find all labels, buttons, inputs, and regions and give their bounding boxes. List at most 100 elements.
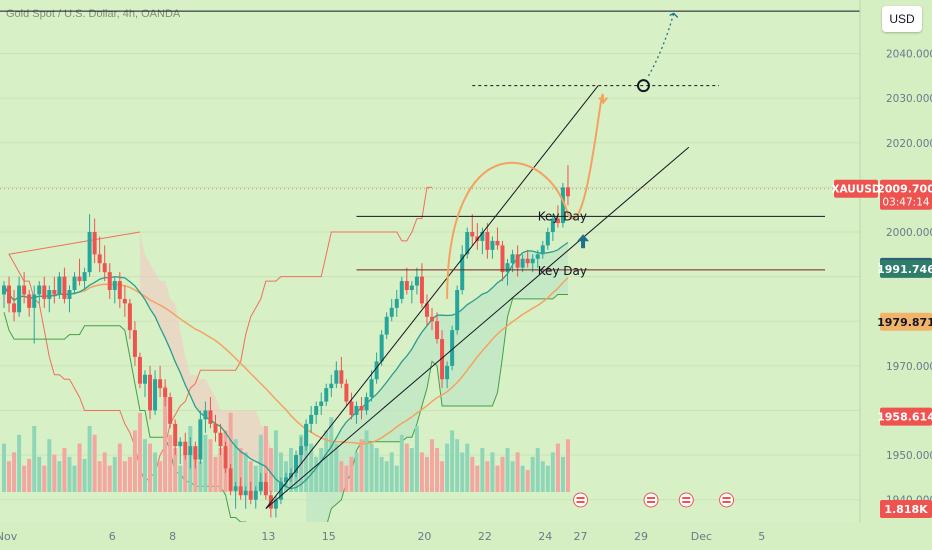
x-tick-label: 6	[109, 530, 116, 543]
swing-arrowhead	[598, 96, 608, 105]
badge-bg	[880, 179, 932, 210]
candle-body	[510, 254, 515, 264]
candle-body	[107, 272, 112, 290]
volume-bar	[142, 439, 147, 492]
volume-bar	[359, 439, 364, 492]
candle-body	[283, 477, 288, 482]
candle-body	[314, 406, 319, 415]
price-label: 1979.871	[877, 312, 932, 331]
y-tick-label: 1950.000	[886, 450, 932, 462]
candle-body	[117, 281, 122, 299]
candle-body	[354, 406, 359, 415]
candle-body	[27, 294, 32, 308]
x-tick-label: 5	[758, 530, 765, 543]
flag-icon	[643, 492, 659, 508]
volume-bar	[379, 456, 384, 492]
volume-bar	[309, 443, 314, 492]
candle-body	[62, 276, 67, 299]
candle-body	[409, 285, 414, 290]
volume-bar	[364, 430, 369, 492]
volume-bar	[278, 452, 283, 492]
y-tick-label: 1970.000	[886, 361, 932, 373]
candle-body	[294, 455, 299, 473]
y-tick-label: 2030.000	[886, 93, 932, 105]
x-tick-label: 29	[634, 530, 648, 543]
candle-body	[132, 330, 137, 357]
volume-bar	[137, 412, 142, 492]
candle-body	[52, 290, 57, 295]
volume-bar	[27, 459, 32, 492]
candle-body	[389, 307, 394, 317]
candle-body	[299, 446, 304, 456]
volume-bar	[460, 452, 465, 492]
countdown-text: 03:47:14	[882, 197, 929, 209]
volume-bar	[72, 465, 77, 492]
volume-bar	[369, 443, 374, 492]
volume-bar	[82, 459, 87, 492]
tag-bg	[834, 179, 878, 198]
candle-body	[178, 441, 183, 447]
volume-badge: 1.818K	[880, 500, 932, 518]
x-tick-label: 20	[417, 530, 431, 543]
candle-body	[394, 298, 399, 308]
candle-body	[520, 258, 525, 268]
ma-fast-line	[3, 241, 569, 490]
candle-body	[304, 423, 309, 447]
candle-body	[535, 254, 540, 259]
volume-bar	[374, 448, 379, 492]
volume-bar	[62, 448, 67, 492]
volume-bar	[268, 448, 273, 492]
x-tick-label: 15	[322, 530, 336, 543]
volume-bar	[117, 443, 122, 492]
volume-bar	[384, 461, 389, 492]
volume-bar	[57, 461, 62, 492]
volume-bar	[470, 456, 475, 492]
candle-body	[97, 254, 102, 264]
candle-body	[273, 499, 278, 509]
candle-body	[369, 379, 374, 398]
candle-body	[102, 263, 107, 273]
candle-body	[334, 370, 339, 384]
candle-body	[77, 276, 82, 282]
volume-bar	[2, 443, 6, 492]
candle-body	[173, 423, 178, 447]
volume-bar	[148, 443, 153, 492]
candle-body	[112, 281, 117, 290]
volume-bar	[127, 456, 132, 492]
volume-bar	[535, 448, 540, 492]
cloud-lower-line	[3, 294, 568, 522]
volume-bar	[530, 456, 535, 492]
volume-bar	[178, 465, 183, 492]
candle-body	[193, 446, 198, 460]
volume-bar	[419, 452, 424, 492]
candle-body	[142, 374, 147, 384]
channel-upper-line	[265, 85, 599, 509]
volume-bar	[248, 461, 253, 492]
badge-text: 1991.746	[877, 263, 932, 276]
volume-bar	[228, 412, 233, 492]
currency-button[interactable]: USD	[882, 6, 922, 32]
candle-body	[137, 356, 142, 384]
volume-bar	[525, 470, 530, 492]
volume-bar	[450, 430, 455, 492]
candle-body	[505, 263, 510, 273]
candle-body	[148, 374, 153, 411]
candle-body	[2, 285, 6, 295]
volume-bar	[414, 426, 419, 492]
volume-bar	[520, 465, 525, 492]
volume-bar	[37, 456, 42, 492]
price-label: 1958.614	[877, 407, 932, 426]
candle-body	[344, 383, 349, 402]
volume-bar	[505, 448, 510, 492]
candle-body	[364, 397, 369, 411]
candle-body	[57, 276, 62, 295]
volume-bar	[47, 439, 52, 492]
volume-bar	[304, 426, 309, 492]
candle-body	[263, 481, 268, 496]
volume-bar	[163, 386, 168, 492]
volume-bar	[344, 465, 349, 492]
candle-body	[379, 334, 384, 362]
candle-body	[545, 232, 550, 246]
